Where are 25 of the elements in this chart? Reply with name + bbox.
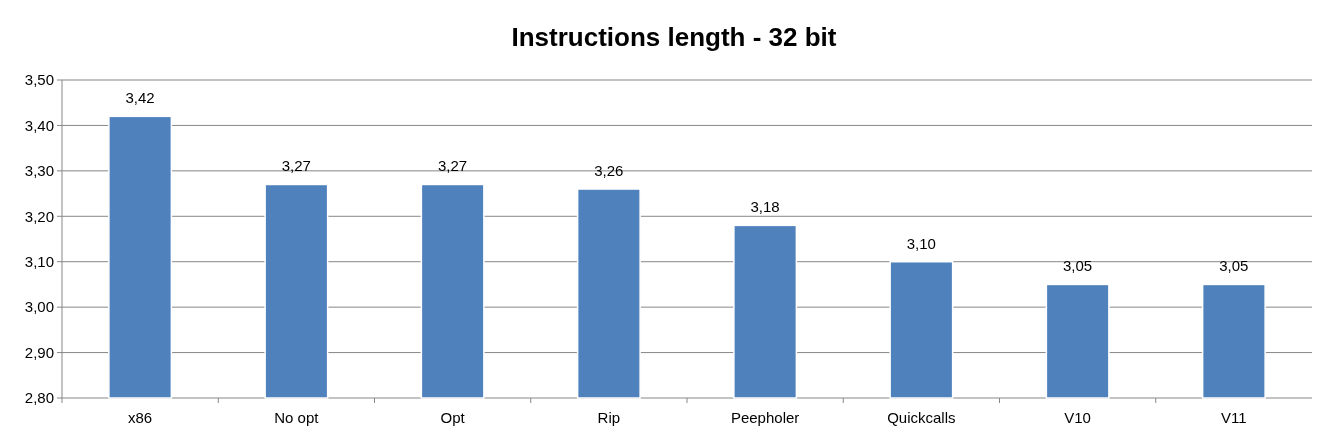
x-tick-label: x86 bbox=[128, 409, 153, 426]
y-tick-label: 3,40 bbox=[24, 116, 54, 134]
x-tick-label: Quickcalls bbox=[887, 409, 956, 426]
chart-title: Instructions length - 32 bit bbox=[511, 22, 837, 52]
y-tick-label: 3,00 bbox=[24, 298, 54, 316]
x-tick-label: Opt bbox=[440, 409, 466, 426]
x-tick-label: No opt bbox=[274, 409, 320, 426]
y-tick-label: 3,20 bbox=[24, 207, 54, 225]
y-tick-label: 2,80 bbox=[24, 389, 54, 407]
data-label: 3,26 bbox=[594, 162, 624, 180]
x-tick-label: V10 bbox=[1064, 409, 1091, 426]
data-label: 3,27 bbox=[281, 157, 311, 175]
y-tick-label: 2,90 bbox=[24, 343, 54, 361]
x-tick-label: Peepholer bbox=[730, 409, 800, 426]
data-label: 3,42 bbox=[125, 89, 155, 107]
y-tick-label: 3,50 bbox=[24, 71, 54, 89]
data-label: 3,18 bbox=[750, 198, 780, 216]
y-tick-label: 3,10 bbox=[24, 252, 54, 270]
data-label: 3,27 bbox=[438, 157, 468, 175]
x-tick-label: V11 bbox=[1221, 409, 1247, 426]
data-label: 3,05 bbox=[1063, 257, 1093, 275]
x-tick-label: Rip bbox=[597, 409, 621, 426]
y-tick-label: 3,30 bbox=[24, 162, 54, 180]
data-label: 3,05 bbox=[1219, 257, 1249, 275]
data-label: 3,10 bbox=[906, 234, 936, 252]
